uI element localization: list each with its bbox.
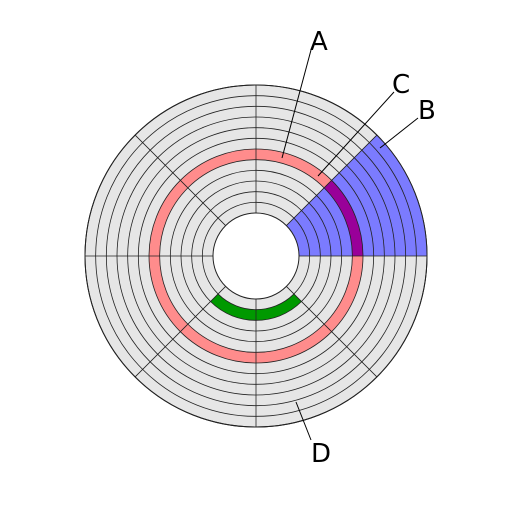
leader-c	[317, 91, 395, 177]
label-a: A	[310, 27, 328, 57]
cluster-block	[210, 293, 302, 321]
spindle-hole	[212, 212, 300, 300]
leader-b	[379, 117, 419, 149]
label-leader-lines	[281, 49, 419, 441]
track-sector-block	[324, 180, 363, 256]
sector-divider	[286, 286, 378, 378]
label-c: C	[392, 70, 410, 100]
track-sector-highlight	[324, 180, 363, 256]
cluster-highlight	[210, 293, 302, 321]
leader-a	[281, 49, 312, 159]
sector-divider	[134, 286, 226, 378]
label-b: B	[418, 96, 436, 126]
leader-d	[295, 401, 312, 441]
label-d: D	[311, 439, 331, 469]
sector-divider	[134, 134, 226, 226]
sector-dividers	[85, 85, 427, 427]
sector-divider	[286, 134, 378, 226]
